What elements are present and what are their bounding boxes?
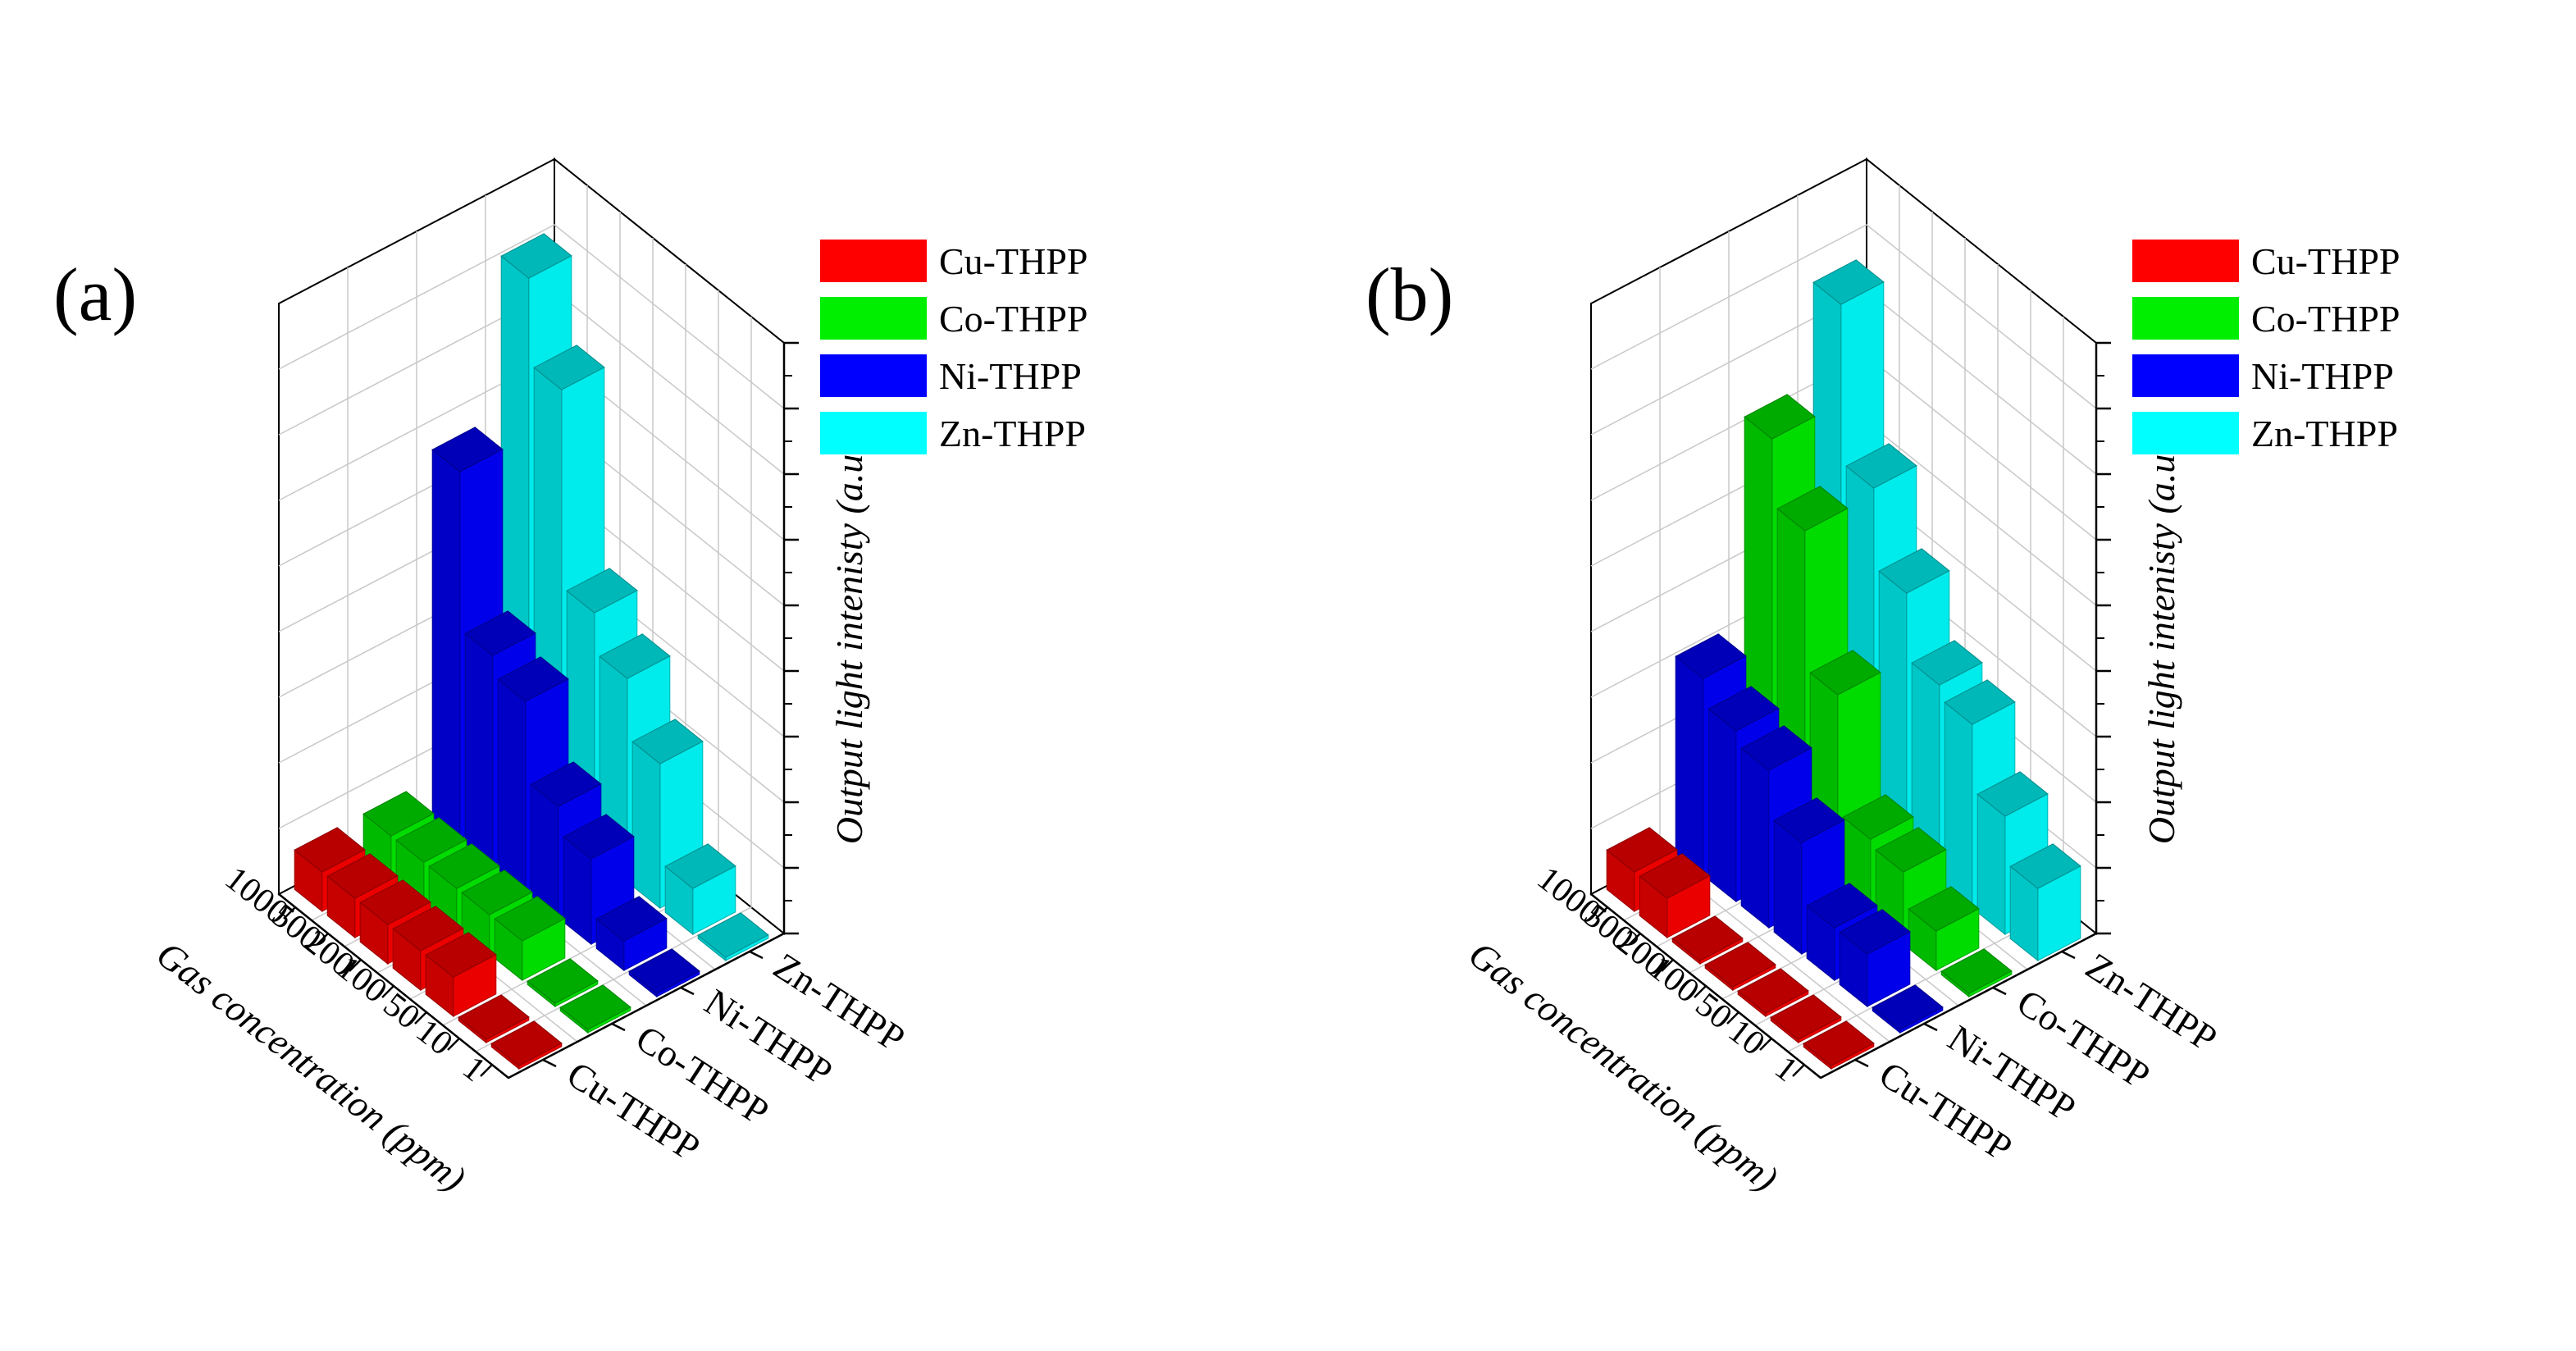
series-tick (2061, 950, 2076, 960)
series-tick (749, 950, 764, 960)
x-tick (447, 1038, 460, 1051)
x-tick (414, 1011, 427, 1025)
bar-ni-thpp-10 (1839, 909, 1911, 1008)
x-tick (1628, 933, 1641, 946)
legend-swatch-cu-thpp (2132, 240, 2239, 282)
bar-zn-thpp-10 (664, 843, 736, 936)
bars (294, 233, 769, 1070)
bar-ni-thpp-10 (595, 896, 668, 972)
legend-swatch-co-thpp (820, 297, 927, 340)
legend-label: Cu-THPP (939, 240, 1087, 282)
panel-label: (b) (1366, 253, 1453, 336)
bar-cu-thpp-1 (490, 1020, 563, 1070)
legend-swatch-co-thpp (2132, 297, 2239, 340)
x-tick (480, 1064, 493, 1077)
x-tick (283, 906, 296, 920)
legend-label: Ni-THPP (2251, 355, 2394, 397)
legend-label: Zn-THPP (939, 413, 1086, 454)
x-tick (1661, 959, 1674, 972)
grid-line-z (278, 224, 785, 409)
x-tick (349, 959, 362, 972)
x-tick (1595, 906, 1608, 920)
legend-swatch-zn-thpp (2132, 412, 2239, 454)
bar-co-thpp-1 (559, 984, 631, 1034)
legend-label: Ni-THPP (939, 355, 1082, 397)
series-tick (542, 1058, 557, 1068)
series-tick (1923, 1022, 1938, 1032)
legend-swatch-cu-thpp (820, 240, 927, 282)
legend-label: Co-THPP (2251, 298, 2400, 340)
series-tick (1992, 986, 2007, 996)
legend-label: Zn-THPP (2251, 413, 2398, 454)
legend: Cu-THPP Co-THPP Ni-THPP Zn-THPP (820, 240, 1087, 454)
bar-cu-thpp-100 (1704, 942, 1776, 992)
series-axis-line (508, 932, 785, 1079)
bar-cu-thpp-500 (1639, 853, 1711, 939)
bar-zn-thpp-1 (2009, 843, 2081, 962)
legend-swatch-zn-thpp (820, 412, 927, 454)
bar-ni-thpp-1 (628, 948, 700, 998)
series-tick (680, 986, 695, 996)
series-tick (1854, 1058, 1869, 1068)
legend-label: Cu-THPP (2251, 240, 2400, 282)
bar-cu-thpp-10 (458, 994, 530, 1044)
bar-co-thpp-10 (527, 958, 599, 1008)
x-tick (1792, 1064, 1805, 1077)
legend: Cu-THPP Co-THPP Ni-THPP Zn-THPP (2132, 240, 2400, 454)
series-axis-line (1820, 932, 2097, 1079)
bar-cu-thpp-200 (1671, 915, 1744, 965)
panel-label: (a) (53, 253, 137, 336)
bar-co-thpp-50 (494, 896, 566, 982)
grid-line-z (1590, 224, 2097, 409)
bar-co-thpp-1 (1940, 948, 2013, 998)
bar-cu-thpp-10 (1770, 994, 1842, 1044)
bar-cu-thpp-50 (425, 932, 497, 1018)
bar-ni-thpp-1 (1872, 984, 1944, 1034)
legend-label: Co-THPP (939, 298, 1087, 340)
x-tick (316, 933, 329, 946)
x-tick (1759, 1038, 1772, 1051)
x-tick (1694, 985, 1707, 998)
legend-swatch-ni-thpp (820, 354, 927, 397)
z-axis-title: Output light intenisty (a.u.) (828, 432, 870, 844)
series-tick (611, 1022, 626, 1032)
x-tick (381, 985, 394, 998)
bar-co-thpp-10 (1908, 886, 1980, 972)
bars (1606, 259, 2081, 1070)
z-axis-title: Output light intenisty (a.u.) (2141, 432, 2182, 844)
x-tick (1726, 1011, 1739, 1025)
bar-cu-thpp-50 (1737, 968, 1809, 1018)
bar-cu-thpp-1 (1803, 1020, 1875, 1070)
bar-zn-thpp-1 (697, 912, 769, 962)
legend-swatch-ni-thpp (2132, 354, 2239, 397)
